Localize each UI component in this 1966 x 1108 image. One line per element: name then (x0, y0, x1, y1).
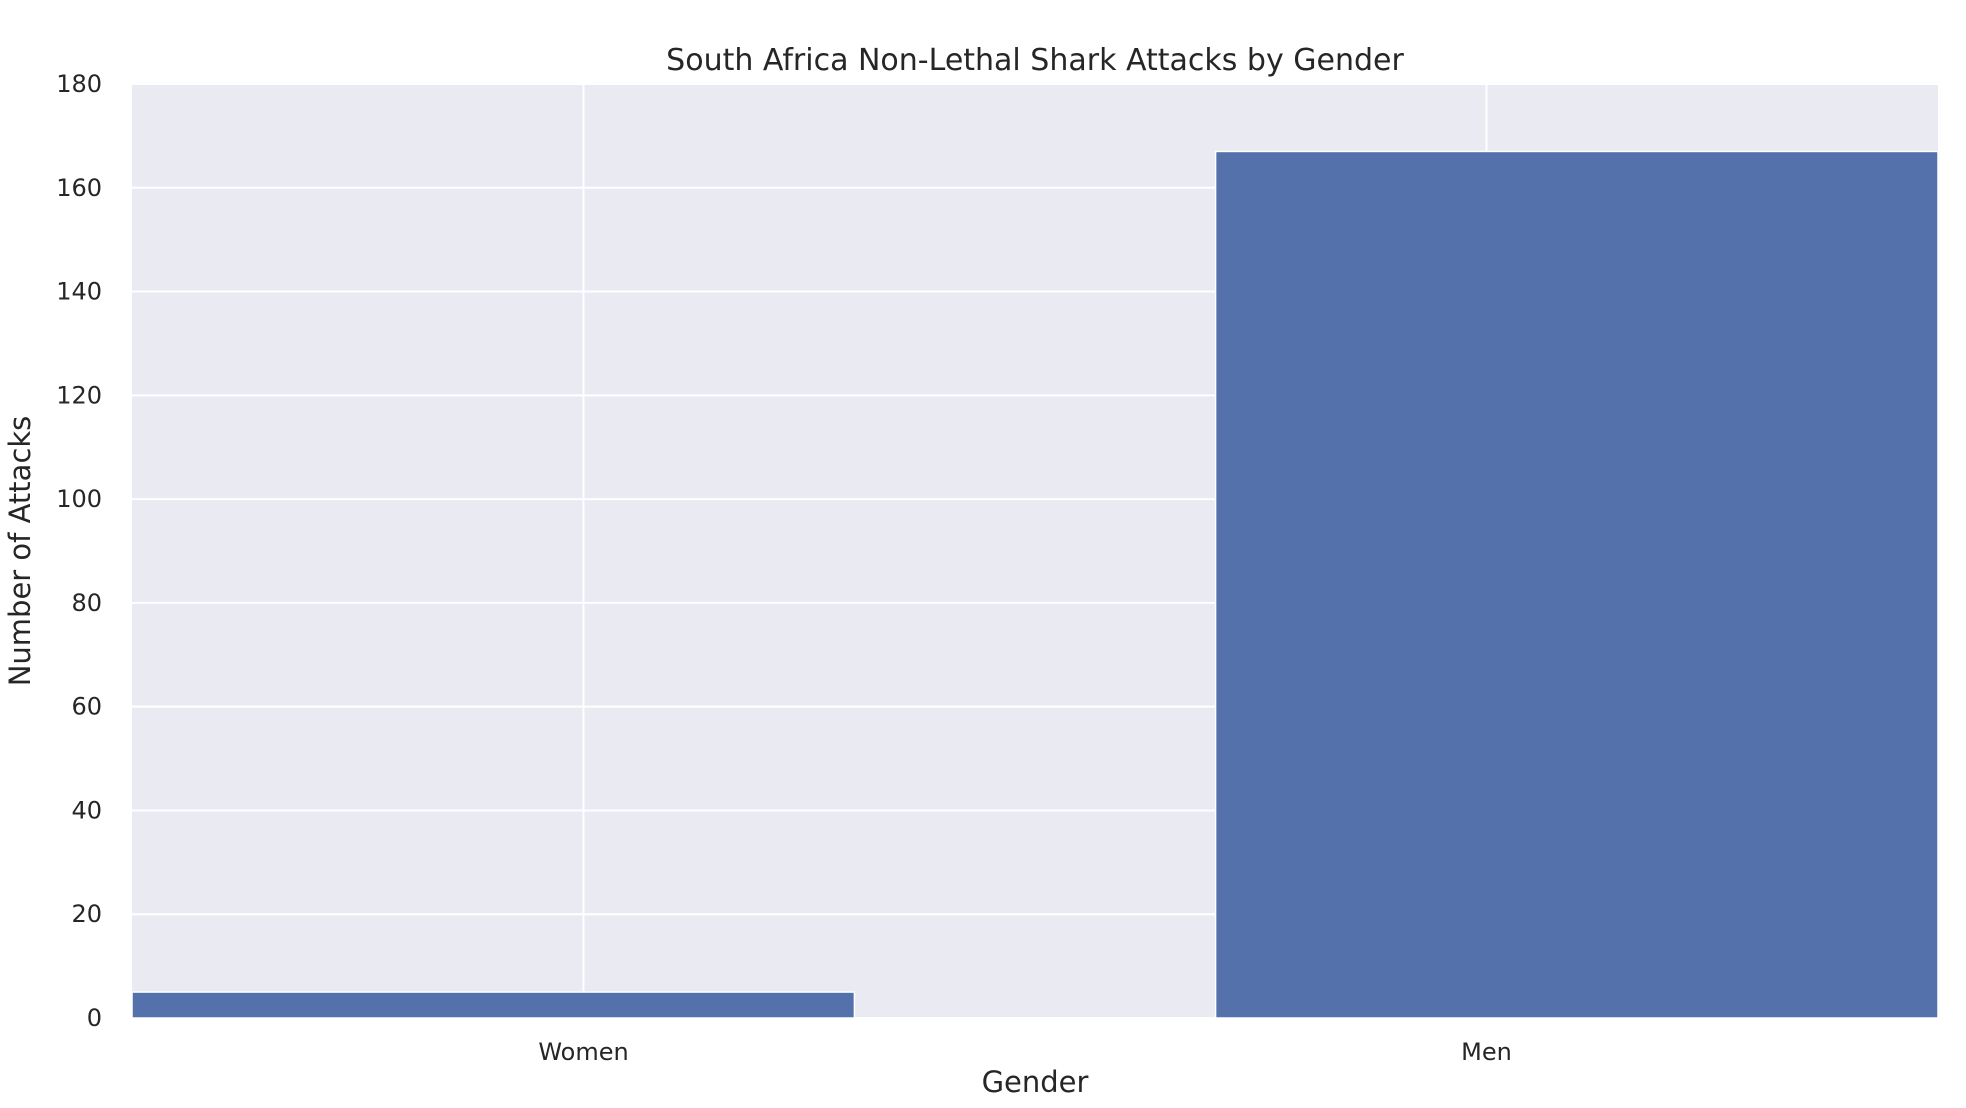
x-tick-label: Men (1461, 1038, 1512, 1066)
y-tick-label: 160 (56, 174, 102, 202)
y-tick-label: 40 (71, 796, 102, 824)
x-axis-label: Gender (982, 1065, 1089, 1099)
y-tick-label: 80 (71, 589, 102, 617)
y-tick-label: 120 (56, 381, 102, 409)
y-tick-label: 100 (56, 485, 102, 513)
y-tick-label: 0 (87, 1004, 102, 1032)
y-tick-label: 180 (56, 70, 102, 98)
bar-men (1214, 150, 1939, 1019)
grid-lines (132, 83, 1938, 1019)
y-axis-label: Number of Attacks (3, 416, 37, 687)
y-tick-labels: 0 20 40 60 80 100 120 140 160 180 (56, 70, 102, 1032)
y-tick-label: 60 (71, 693, 102, 721)
y-tick-label: 140 (56, 278, 102, 306)
chart-title: South Africa Non-Lethal Shark Attacks by… (666, 43, 1404, 78)
bar-women (131, 991, 856, 1019)
x-tick-labels: Women Men (538, 1038, 1512, 1066)
bars (131, 150, 1939, 1019)
x-tick-label: Women (538, 1038, 628, 1066)
y-tick-label: 20 (71, 900, 102, 928)
